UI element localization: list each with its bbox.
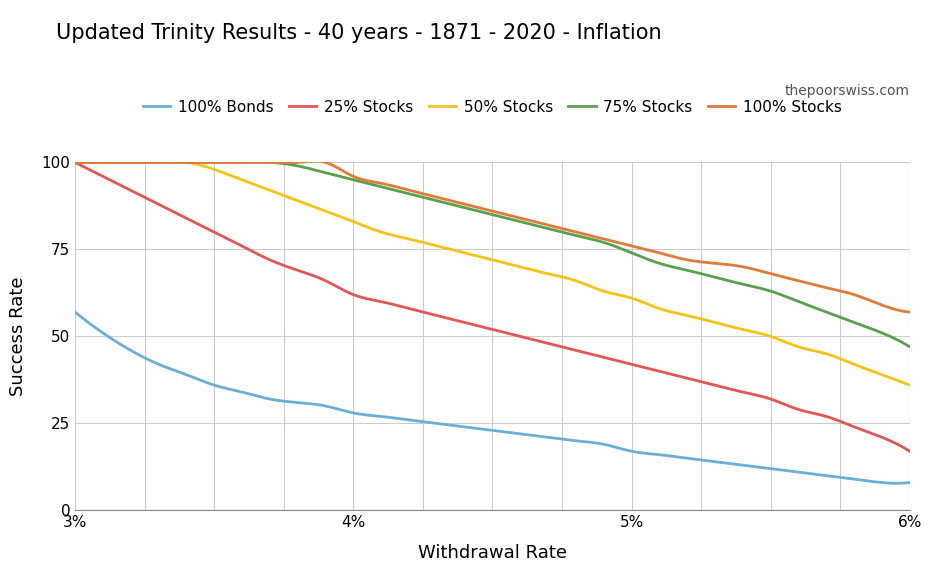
100% Stocks <box>310 158 321 165</box>
25% Stocks <box>567 346 578 353</box>
100% Bonds <box>69 309 81 316</box>
50% Stocks <box>69 159 81 166</box>
X-axis label: Withdrawal Rate: Withdrawal Rate <box>418 544 567 562</box>
100% Bonds <box>890 480 901 487</box>
75% Stocks <box>569 232 581 239</box>
25% Stocks <box>72 160 83 167</box>
25% Stocks <box>564 345 575 352</box>
100% Bonds <box>564 437 575 444</box>
Text: thepoorswiss.com: thepoorswiss.com <box>785 84 910 98</box>
100% Stocks <box>72 159 83 166</box>
75% Stocks <box>567 231 578 238</box>
75% Stocks <box>776 291 787 298</box>
75% Stocks <box>583 235 595 242</box>
100% Stocks <box>829 286 840 293</box>
Line: 100% Stocks: 100% Stocks <box>75 161 910 312</box>
Line: 100% Bonds: 100% Bonds <box>75 312 910 483</box>
50% Stocks <box>170 158 181 165</box>
100% Bonds <box>826 473 838 480</box>
50% Stocks <box>567 276 578 283</box>
100% Stocks <box>69 159 81 166</box>
50% Stocks <box>776 337 787 344</box>
100% Stocks <box>567 227 578 234</box>
100% Bonds <box>567 437 578 444</box>
25% Stocks <box>773 398 784 405</box>
100% Stocks <box>583 232 595 239</box>
100% Stocks <box>776 273 787 280</box>
100% Bonds <box>773 466 784 473</box>
75% Stocks <box>904 343 915 350</box>
Line: 25% Stocks: 25% Stocks <box>75 162 910 451</box>
25% Stocks <box>904 448 915 455</box>
Text: Updated Trinity Results - 40 years - 1871 - 2020 - Inflation: Updated Trinity Results - 40 years - 187… <box>56 23 662 43</box>
100% Bonds <box>72 311 83 318</box>
100% Stocks <box>904 309 915 316</box>
25% Stocks <box>581 349 592 356</box>
50% Stocks <box>829 353 840 360</box>
25% Stocks <box>826 415 838 422</box>
Legend: 100% Bonds, 25% Stocks, 50% Stocks, 75% Stocks, 100% Stocks: 100% Bonds, 25% Stocks, 50% Stocks, 75% … <box>137 93 848 121</box>
50% Stocks <box>569 277 581 284</box>
Y-axis label: Success Rate: Success Rate <box>9 277 27 396</box>
100% Bonds <box>904 479 915 486</box>
100% Stocks <box>569 229 581 235</box>
50% Stocks <box>904 382 915 389</box>
50% Stocks <box>72 159 83 166</box>
50% Stocks <box>583 282 595 289</box>
25% Stocks <box>69 159 81 166</box>
100% Bonds <box>581 438 592 445</box>
75% Stocks <box>253 159 265 166</box>
Line: 50% Stocks: 50% Stocks <box>75 162 910 385</box>
75% Stocks <box>72 159 83 166</box>
75% Stocks <box>69 159 81 166</box>
75% Stocks <box>829 311 840 318</box>
Line: 75% Stocks: 75% Stocks <box>75 162 910 347</box>
